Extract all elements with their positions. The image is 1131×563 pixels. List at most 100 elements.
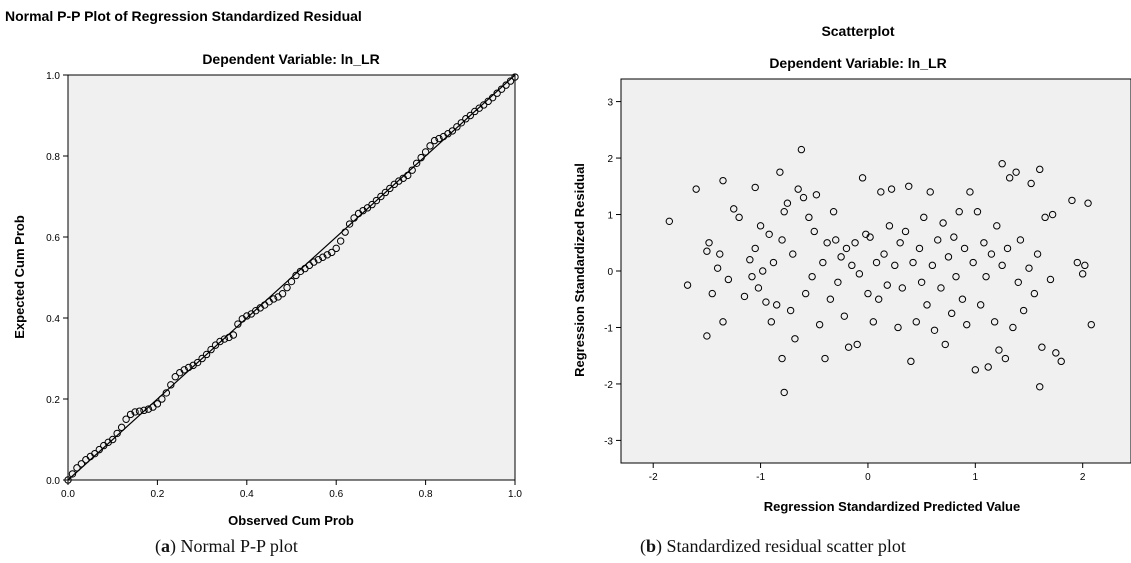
scatter-point [930, 326, 939, 334]
caption-b-letter: b [646, 536, 657, 556]
pp-point [448, 127, 457, 135]
pp-y-ticks: 0.0 0.2 0.4 0.6 0.8 1.0 [46, 71, 68, 487]
pp-point [153, 400, 162, 408]
pp-point [287, 277, 296, 286]
scatter-point [894, 323, 902, 332]
y-tick-label: 0.8 [46, 152, 60, 163]
scatter-point [963, 320, 971, 329]
pp-point [207, 345, 215, 354]
scatter-point [998, 160, 1006, 168]
scatter-point [917, 278, 926, 286]
scatter-point [939, 219, 947, 227]
scatter-point [866, 233, 874, 241]
scatter-point [971, 366, 980, 374]
pp-point [198, 354, 206, 363]
scatter-point [885, 222, 894, 230]
x-tick-label: 0 [865, 472, 871, 483]
scatter-point [797, 145, 806, 154]
scatter-point [995, 346, 1003, 354]
scatter-point [837, 253, 845, 261]
scatter-point [1073, 258, 1082, 267]
scatter-y-axis-label: Regression Standardized Residual [572, 163, 587, 377]
scatter-point [703, 247, 711, 255]
pp-y-axis-label: Expected Cum Prob [12, 215, 27, 339]
pp-plot-panel: Normal P-P Plot of Regression Standardiz… [0, 0, 560, 563]
pp-point [220, 335, 229, 343]
scatter-point [834, 278, 842, 286]
scatter-point [923, 301, 931, 309]
scatter-point [1027, 179, 1035, 188]
pp-point [193, 358, 202, 367]
scatter-point [960, 244, 969, 253]
scatter-point [810, 227, 818, 236]
pp-point [453, 123, 461, 131]
scatter-point [801, 289, 810, 298]
pp-point [140, 406, 148, 415]
pp-point [506, 77, 515, 85]
scatter-point [877, 188, 885, 196]
scatter-point [1019, 306, 1028, 315]
scatter-point [869, 318, 878, 326]
pp-point [234, 320, 242, 328]
scatter-point [794, 185, 802, 193]
caption-b-text: Standardized residual scatter plot [662, 536, 906, 556]
scatter-point [1052, 349, 1060, 357]
scatter-point [780, 388, 788, 397]
pp-plot-points [64, 73, 519, 484]
scatter-point [1001, 354, 1010, 363]
scatter-point [740, 292, 749, 301]
scatter-point [980, 239, 988, 247]
scatter-point [984, 363, 992, 371]
scatter-point [905, 182, 913, 190]
scatter-point [683, 281, 692, 289]
scatter-point [1041, 213, 1049, 222]
scatter-points [665, 145, 1095, 397]
scatter-point [703, 332, 711, 340]
pp-point [493, 89, 501, 97]
pp-point [417, 153, 425, 162]
pp-point [497, 85, 506, 93]
scatter-point [844, 343, 853, 351]
pp-point [430, 136, 439, 145]
pp-point [95, 445, 103, 454]
pp-point [202, 350, 211, 359]
pp-point [283, 283, 291, 292]
y-tick-label: 1.0 [46, 71, 60, 82]
scatter-point [907, 357, 915, 366]
scatter-chart: Scatterplot Dependent Variable: ln_LR -2… [572, 23, 1131, 514]
scatter-point [842, 244, 851, 253]
scatter-x-ticks: -2 -1 0 1 2 [649, 463, 1086, 483]
pp-point [484, 97, 492, 106]
pp-point [91, 449, 99, 458]
pp-point [278, 290, 287, 298]
scatter-point [832, 236, 840, 244]
scatter-point [848, 261, 856, 270]
scatter-point [805, 213, 813, 222]
scatter-point [1087, 320, 1095, 329]
caption-a-text: Normal P-P plot [176, 536, 298, 556]
scatter-point [880, 250, 888, 258]
scatter-point [955, 208, 963, 216]
pp-point [158, 395, 166, 403]
pp-point [386, 184, 394, 193]
scatter-point [748, 272, 756, 281]
scatter-point [990, 318, 999, 326]
scatter-point [812, 191, 821, 199]
scatter-point [746, 256, 754, 264]
scatter-point [692, 185, 700, 193]
scatter-point [840, 312, 849, 320]
scatter-point [937, 284, 945, 292]
scatter-point [780, 208, 788, 216]
scatter-point [958, 295, 967, 303]
scatter-point [1009, 323, 1017, 332]
scatter-point [705, 239, 713, 247]
pp-point [243, 312, 251, 320]
pp-point [421, 148, 430, 156]
scatter-point [1081, 261, 1089, 270]
pp-point [167, 381, 175, 389]
pp-point [180, 366, 188, 374]
pp-plot-title: Normal P-P Plot of Regression Standardiz… [5, 8, 362, 24]
y-tick-label: 0 [607, 267, 613, 278]
scatter-point [778, 354, 786, 363]
x-tick-label: 0.2 [150, 489, 164, 500]
